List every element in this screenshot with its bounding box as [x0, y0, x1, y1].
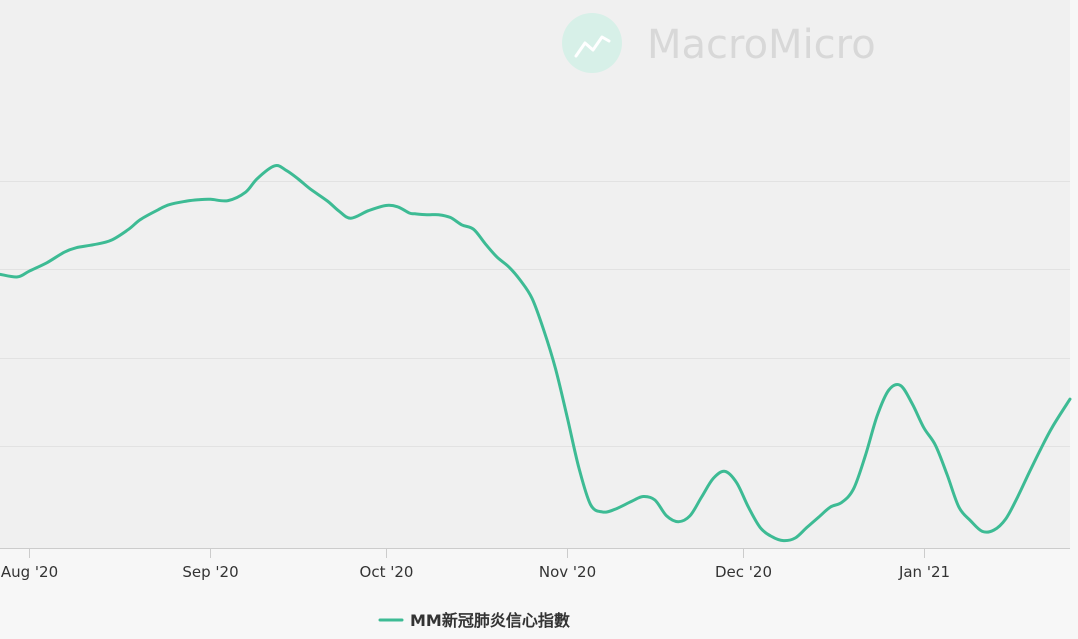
legend[interactable]: MM新冠肺炎信心指數	[378, 611, 570, 630]
watermark: MacroMicro	[562, 13, 876, 73]
gridlines	[0, 181, 1070, 447]
x-tick-label: Nov '20	[539, 563, 596, 581]
x-tick-label: Aug '20	[1, 563, 58, 581]
x-tick-label: Oct '20	[360, 563, 414, 581]
chart-logo-icon	[562, 13, 622, 73]
plot-area	[0, 0, 1070, 548]
x-tick-label: Sep '20	[182, 563, 238, 581]
x-tick-label: Jan '21	[898, 563, 950, 581]
x-axis-ticks: Aug '20 Sep '20 Oct '20 Nov '20 Dec '20 Jan '…	[1, 548, 950, 581]
x-tick-label: Dec '20	[715, 563, 772, 581]
series-line[interactable]	[0, 164, 1072, 543]
legend-label: MM新冠肺炎信心指數	[410, 611, 570, 630]
chart-logo-glyph	[574, 35, 611, 58]
series-group	[0, 164, 1072, 543]
watermark-text: MacroMicro	[647, 22, 876, 68]
